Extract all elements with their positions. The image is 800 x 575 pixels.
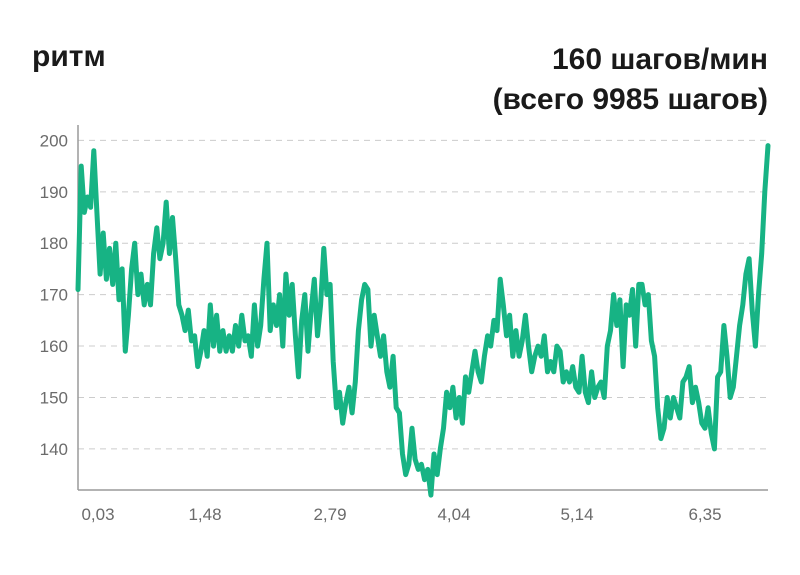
y-tick-label: 170 (40, 286, 68, 305)
grid-lines (78, 139, 768, 450)
total-steps: (всего 9985 шагов) (492, 83, 768, 116)
x-tick-label: 1,48 (188, 505, 221, 524)
x-axis-ticks: 0,03 1,48 2,79 4,04 5,14 6,35 (81, 505, 721, 524)
y-tick-label: 200 (40, 131, 68, 150)
y-axis-ticks: 140 150 160 170 180 190 200 (40, 131, 68, 458)
y-tick-label: 190 (40, 183, 68, 202)
x-tick-label: 0,03 (81, 505, 114, 524)
metric-summary: 160 шагов/мин (всего 9985 шагов) (493, 40, 768, 120)
y-tick-label: 180 (40, 234, 68, 253)
pace-value: 160 шагов/мин (551, 43, 768, 76)
y-tick-label: 140 (40, 440, 68, 459)
x-tick-label: 2,79 (313, 505, 346, 524)
x-tick-label: 5,14 (560, 505, 593, 524)
y-tick-label: 160 (40, 337, 68, 356)
y-tick-label: 150 (40, 388, 68, 407)
series-line-cadence (75, 143, 771, 498)
x-tick-label: 6,35 (688, 505, 721, 524)
metric-title: ритм (32, 40, 106, 73)
x-tick-label: 4,04 (437, 505, 470, 524)
